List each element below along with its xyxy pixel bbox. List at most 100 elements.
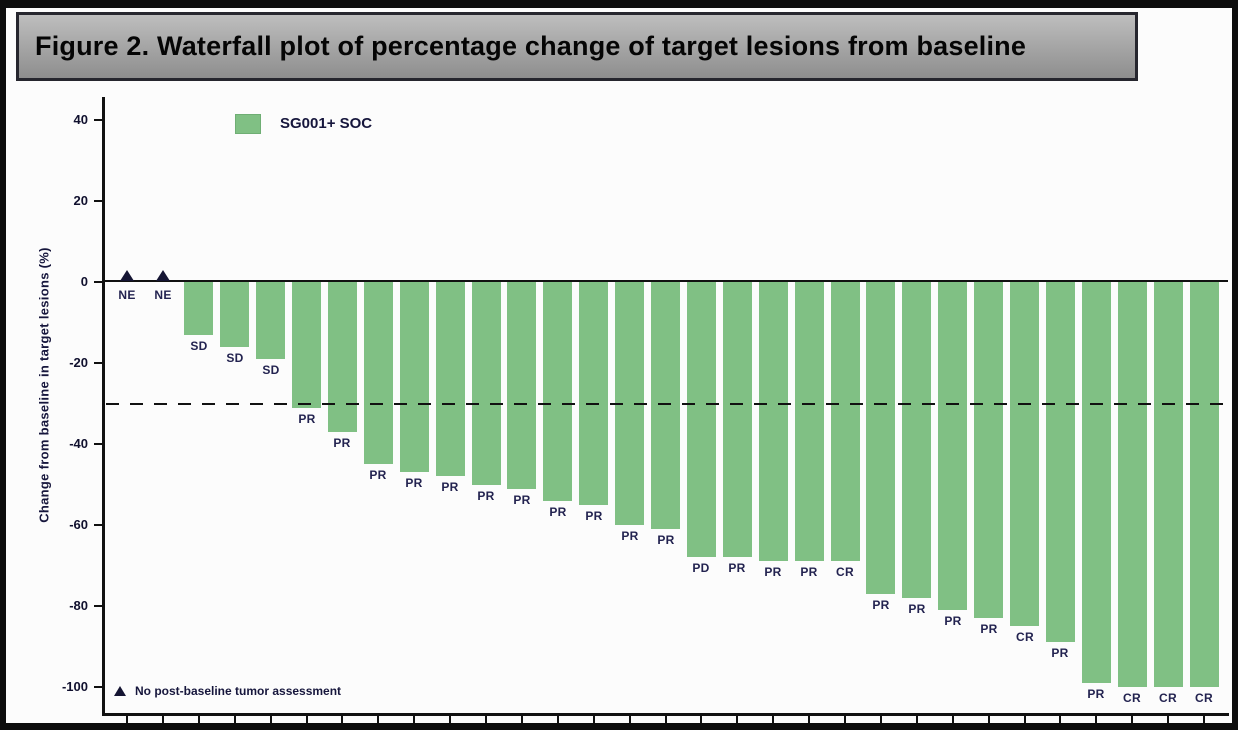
patient-response-label: PR <box>621 529 639 543</box>
x-axis-tick <box>126 716 128 723</box>
x-axis-tick <box>700 716 702 723</box>
patient-response-label: CR <box>836 565 854 579</box>
patient-bar <box>759 282 788 561</box>
x-axis-tick <box>1131 716 1133 723</box>
x-axis-tick <box>162 716 164 723</box>
zero-baseline-line <box>104 280 1228 282</box>
y-axis-tick <box>94 443 103 445</box>
patient-response-label: CR <box>1195 691 1213 705</box>
patient-response-label: PR <box>728 561 746 575</box>
patient-bar <box>1010 282 1039 626</box>
no-assessment-triangle-icon <box>156 270 170 281</box>
patient-response-label: SD <box>262 363 280 377</box>
x-axis-tick <box>1095 716 1097 723</box>
y-axis-tick <box>94 362 103 364</box>
footnote-text: No post-baseline tumor assessment <box>135 684 342 698</box>
x-axis-tick <box>521 716 523 723</box>
y-axis-tick <box>94 200 103 202</box>
patient-bar <box>1190 282 1219 687</box>
patient-response-label: NE <box>118 288 136 302</box>
patient-bar <box>1154 282 1183 687</box>
minus-30-percent-dashed-reference-line <box>106 402 1230 405</box>
x-axis-tick <box>1059 716 1061 723</box>
patient-response-label: PR <box>585 509 603 523</box>
x-axis-tick <box>1024 716 1026 723</box>
patient-bar <box>579 282 608 505</box>
patient-bar <box>1118 282 1147 687</box>
x-axis-tick <box>341 716 343 723</box>
patient-response-label: NE <box>154 288 172 302</box>
patient-bar <box>328 282 357 432</box>
y-axis-tick-label: 40 <box>73 112 88 127</box>
x-axis-tick <box>306 716 308 723</box>
patient-response-label: CR <box>1123 691 1141 705</box>
patient-response-label: PR <box>477 489 495 503</box>
y-axis-tick <box>94 605 103 607</box>
y-axis-tick <box>94 524 103 526</box>
x-axis-tick <box>234 716 236 723</box>
figure-title-bar: Figure 2. Waterfall plot of percentage c… <box>16 12 1138 81</box>
x-axis-tick <box>880 716 882 723</box>
legend-swatch-icon <box>235 114 261 134</box>
patient-response-label: PR <box>405 476 423 490</box>
x-axis-line <box>102 713 1229 716</box>
patient-response-label: PR <box>908 602 926 616</box>
x-axis-tick <box>629 716 631 723</box>
x-axis-tick <box>736 716 738 723</box>
y-axis-tick-label: -80 <box>69 598 88 613</box>
patient-response-label: PR <box>800 565 818 579</box>
patient-bar <box>687 282 716 557</box>
patient-bar <box>938 282 967 610</box>
patient-bar <box>400 282 429 472</box>
patient-bar <box>795 282 824 561</box>
page-frame-top <box>0 0 1238 8</box>
patient-response-label: PR <box>298 412 316 426</box>
patient-bar <box>831 282 860 561</box>
no-assessment-triangle-icon <box>120 270 134 281</box>
x-axis-tick <box>449 716 451 723</box>
patient-bar <box>902 282 931 598</box>
patient-response-label: PD <box>692 561 710 575</box>
patient-bar <box>1046 282 1075 642</box>
patient-bar <box>866 282 895 594</box>
patient-response-label: SD <box>226 351 244 365</box>
x-axis-tick <box>988 716 990 723</box>
patient-response-label: PR <box>513 493 531 507</box>
patient-bar <box>507 282 536 489</box>
page-frame-left <box>0 0 6 730</box>
x-axis-tick <box>1167 716 1169 723</box>
y-axis-tick-label: -20 <box>69 355 88 370</box>
y-axis-tick <box>94 686 103 688</box>
y-axis-tick-label: 0 <box>80 274 88 289</box>
patient-response-label: PR <box>333 436 351 450</box>
x-axis-tick <box>485 716 487 723</box>
patient-bar <box>472 282 501 485</box>
patient-response-label: PR <box>944 614 962 628</box>
x-axis-tick <box>198 716 200 723</box>
y-axis-tick-label: 20 <box>73 193 88 208</box>
patient-bar <box>292 282 321 408</box>
x-axis-tick <box>593 716 595 723</box>
y-axis-tick-label: -100 <box>61 679 88 694</box>
patient-response-label: PR <box>657 533 675 547</box>
patient-response-label: PR <box>441 480 459 494</box>
y-axis-tick-label: -40 <box>69 436 88 451</box>
x-axis-tick <box>952 716 954 723</box>
y-axis-tick <box>94 281 103 283</box>
y-axis-tick-label: -60 <box>69 517 88 532</box>
y-axis-tick <box>94 119 103 121</box>
x-axis-tick <box>1203 716 1205 723</box>
page-frame-right <box>1232 0 1238 730</box>
figure-title: Figure 2. Waterfall plot of percentage c… <box>35 31 1027 61</box>
patient-response-label: CR <box>1159 691 1177 705</box>
x-axis-tick <box>844 716 846 723</box>
x-axis-tick <box>808 716 810 723</box>
patient-bar <box>974 282 1003 618</box>
triangle-icon <box>114 686 126 696</box>
patient-response-label: SD <box>190 339 208 353</box>
patient-bar <box>220 282 249 347</box>
y-axis-line <box>102 97 105 716</box>
patient-response-label: PR <box>980 622 998 636</box>
patient-bar <box>184 282 213 335</box>
